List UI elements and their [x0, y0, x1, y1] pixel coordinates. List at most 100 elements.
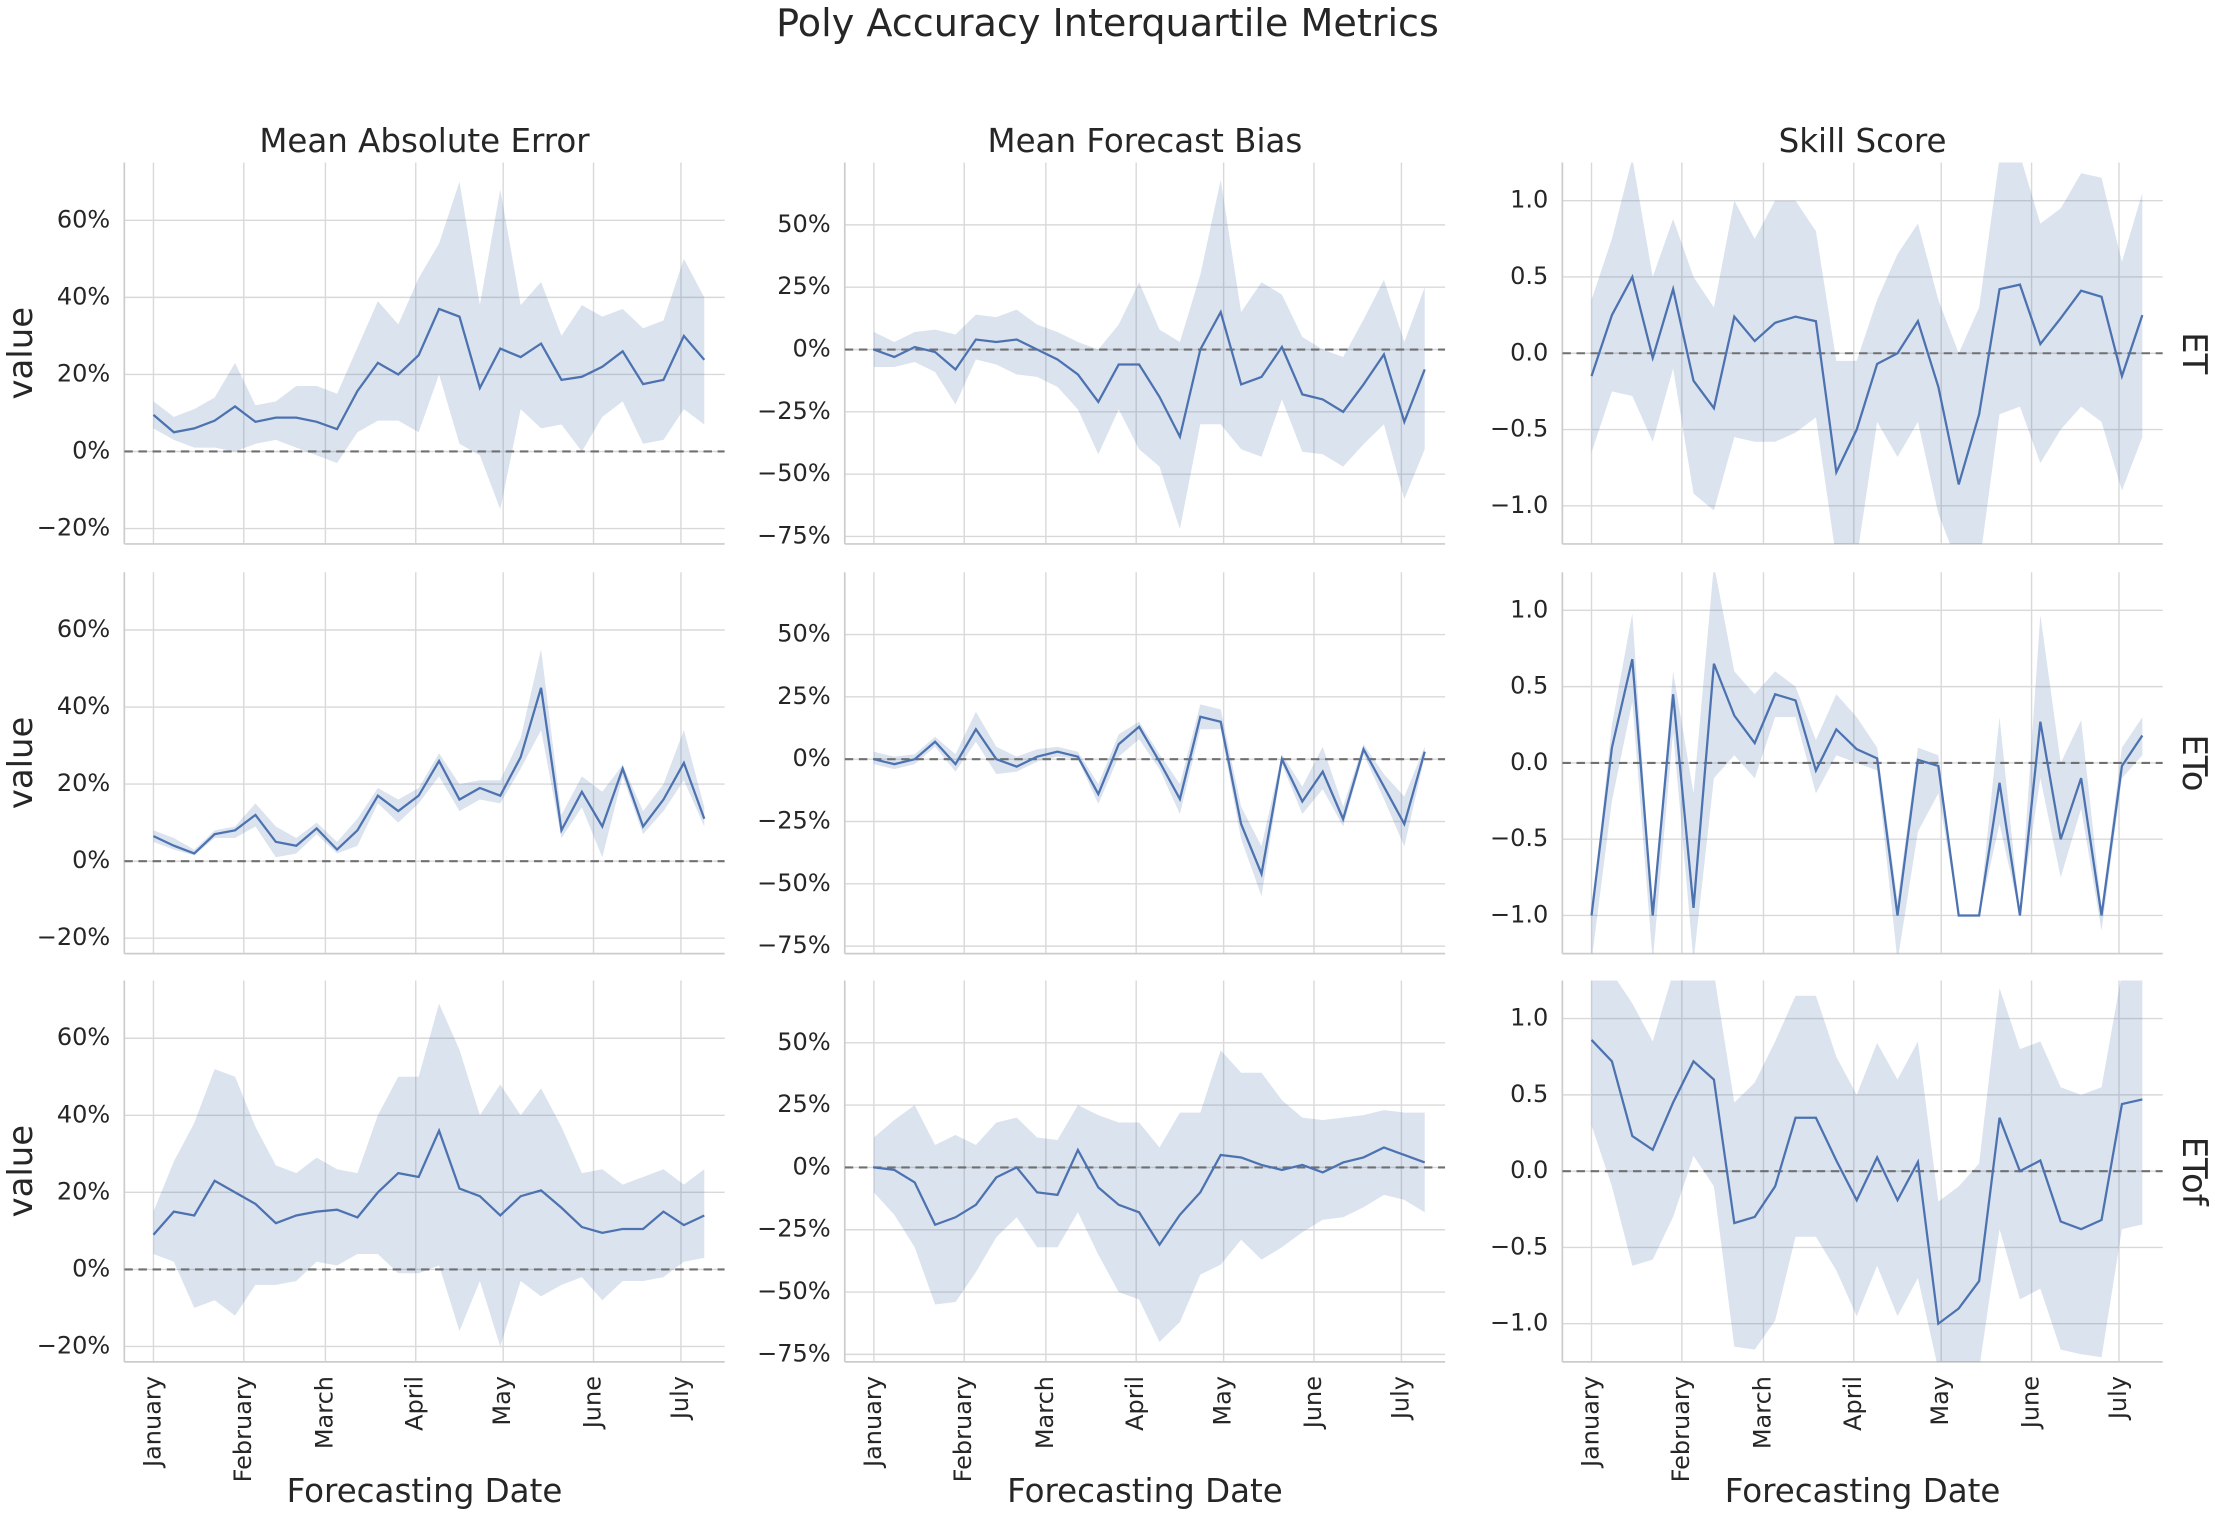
- y-tick-label: 0%: [793, 1152, 831, 1180]
- y-tick-label: −75%: [757, 521, 830, 549]
- y-tick-label: 25%: [777, 682, 830, 710]
- iqr-band: [873, 704, 1425, 897]
- y-tick-label: −75%: [757, 1339, 830, 1367]
- y-axis-label: value: [1, 1125, 40, 1218]
- median-line: [873, 1146, 1426, 1247]
- panel-title: Mean Forecast Bias: [988, 122, 1303, 160]
- x-tick-label: February: [229, 1376, 257, 1482]
- x-tick-label: June: [2017, 1376, 2045, 1430]
- panel: −75% −50% −25% 0% 25% 50% Mean Forecast Bias: [757, 122, 1446, 549]
- y-tick-label: 50%: [777, 1028, 830, 1056]
- plot-area: [1562, 980, 2163, 1362]
- y-tick-label: 0%: [793, 335, 831, 363]
- y-tick-label: 0.0: [1510, 338, 1548, 366]
- iqr-band: [153, 649, 705, 858]
- panel: −1.0 −0.5 0.0 0.5 1.0 ETof January February Marc…: [1490, 980, 2214, 1510]
- y-tick-label: 0.5: [1510, 262, 1548, 290]
- y-tick-label: −1.0: [1490, 900, 1548, 928]
- x-axis-label: Forecasting Date: [287, 1472, 563, 1510]
- y-tick-label: 0%: [793, 744, 831, 772]
- x-tick-label: July: [2104, 1376, 2132, 1421]
- y-tick-label: −20%: [37, 1331, 110, 1359]
- x-tick-label: February: [1667, 1376, 1695, 1482]
- y-tick-label: 0.0: [1510, 1156, 1548, 1184]
- plot-area: [844, 179, 1446, 529]
- panel: −75% −50% −25% 0% 25% 50%: [757, 572, 1446, 959]
- x-tick-label: January: [859, 1376, 887, 1469]
- y-tick-label: 0%: [72, 436, 110, 464]
- median-line: [1590, 273, 2144, 485]
- y-tick-label: 0.0: [1510, 748, 1548, 776]
- y-tick-label: 50%: [777, 620, 830, 648]
- y-tick-label: 40%: [57, 692, 110, 720]
- y-tick-label: 50%: [777, 210, 830, 238]
- plot-area: [1562, 572, 2163, 954]
- x-tick-label: July: [666, 1376, 694, 1421]
- y-tick-label: −25%: [757, 806, 830, 834]
- y-tick-label: −0.5: [1490, 1232, 1548, 1260]
- y-tick-label: 60%: [57, 205, 110, 233]
- panel: −20% 0% 20% 40% 60% value January February March…: [1, 980, 725, 1510]
- y-tick-label: −75%: [757, 931, 830, 959]
- row-label: ETof: [2175, 1137, 2214, 1207]
- x-tick-label: May: [1926, 1376, 1954, 1426]
- iqr-band: [873, 1050, 1425, 1342]
- median-line: [873, 309, 1426, 441]
- y-tick-label: 20%: [57, 359, 110, 387]
- median-line: [152, 687, 706, 855]
- panel: −1.0 −0.5 0.0 0.5 1.0 ETo: [1490, 572, 2214, 955]
- x-tick-label: March: [1031, 1376, 1059, 1449]
- x-axis-label: Forecasting Date: [1725, 1472, 2001, 1510]
- y-tick-label: 25%: [777, 1090, 830, 1118]
- panel-title: Skill Score: [1779, 122, 1947, 160]
- iqr-band: [153, 1003, 705, 1347]
- y-tick-label: 0%: [72, 1254, 110, 1282]
- y-tick-label: −25%: [757, 1215, 830, 1243]
- y-axis-label: value: [1, 307, 40, 400]
- plot-area: [124, 649, 725, 863]
- median-line: [873, 715, 1426, 878]
- panel: −75% −50% −25% 0% 25% 50% January February March…: [757, 980, 1446, 1510]
- median-line: [1590, 1039, 2143, 1326]
- iqr-band: [153, 181, 705, 510]
- median-line: [1590, 658, 2144, 917]
- x-tick-label: January: [138, 1376, 166, 1469]
- y-tick-label: −0.5: [1490, 415, 1548, 443]
- y-tick-label: −1.0: [1490, 491, 1548, 519]
- x-tick-label: May: [488, 1376, 516, 1426]
- panel: −20% 0% 20% 40% 60% value: [1, 572, 725, 955]
- panel-title: Mean Absolute Error: [259, 122, 590, 160]
- panel: −1.0 −0.5 0.0 0.5 1.0 Skill Score ET: [1490, 122, 2214, 545]
- panel: −20% 0% 20% 40% 60% Mean Absolute Error value: [1, 122, 725, 545]
- x-tick-label: July: [1386, 1376, 1414, 1421]
- y-tick-label: −20%: [37, 923, 110, 951]
- y-tick-label: −50%: [757, 459, 830, 487]
- y-tick-label: 1.0: [1510, 595, 1548, 623]
- iqr-band: [873, 179, 1425, 529]
- y-tick-label: −50%: [757, 1277, 830, 1305]
- plot-area: [844, 1050, 1446, 1342]
- y-tick-label: −50%: [757, 869, 830, 897]
- y-tick-label: 20%: [57, 769, 110, 797]
- y-tick-label: 1.0: [1510, 1004, 1548, 1032]
- y-tick-label: −25%: [757, 397, 830, 425]
- y-tick-label: −20%: [37, 514, 110, 542]
- x-tick-label: June: [1299, 1376, 1327, 1430]
- y-tick-label: 60%: [57, 1023, 110, 1051]
- y-tick-label: −0.5: [1490, 824, 1548, 852]
- y-tick-label: 1.0: [1510, 186, 1548, 214]
- x-tick-label: April: [1121, 1376, 1149, 1431]
- y-tick-label: 60%: [57, 615, 110, 643]
- plot-area: [124, 1003, 725, 1347]
- x-tick-label: May: [1209, 1376, 1237, 1426]
- x-tick-label: April: [1839, 1376, 1867, 1431]
- plot-area: [124, 181, 725, 510]
- row-label: ET: [2175, 332, 2214, 374]
- x-axis-label: Forecasting Date: [1007, 1472, 1283, 1510]
- x-tick-label: April: [401, 1376, 429, 1431]
- y-tick-label: 40%: [57, 282, 110, 310]
- x-tick-label: January: [1577, 1376, 1605, 1469]
- chart-title: Poly Accuracy Interquartile Metrics: [776, 1, 1439, 45]
